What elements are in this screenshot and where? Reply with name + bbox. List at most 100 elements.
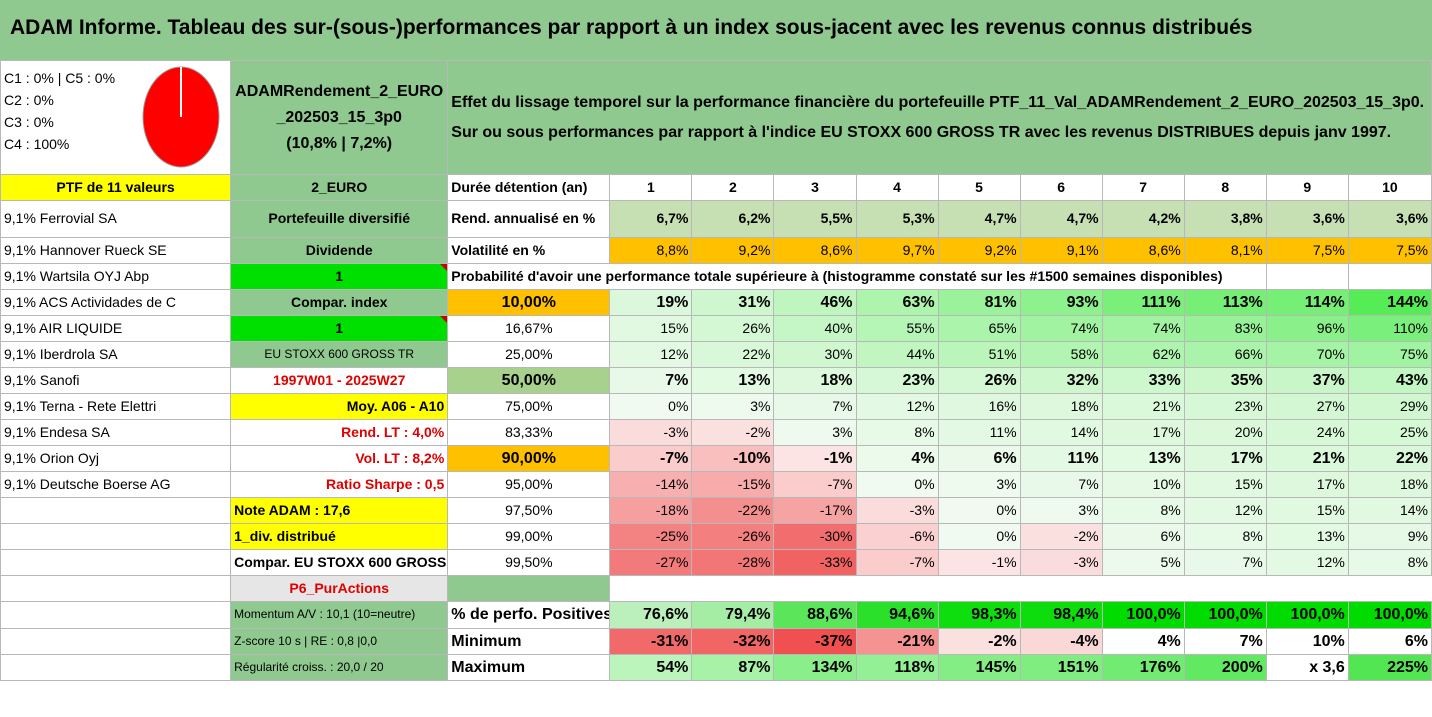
- index-name: EU STOXX 600 GROSS TR: [230, 341, 449, 368]
- probability-value: 55%: [855, 315, 939, 342]
- duration-label: Durée détention (an): [447, 174, 611, 201]
- probability-value: 66%: [1183, 341, 1267, 368]
- rend-value: 4,7%: [1019, 200, 1103, 238]
- probability-threshold: 99,50%: [447, 549, 611, 576]
- table-row: 9,1% AIR LIQUIDE 1 16,67% 15% 26% 40% 55% 65% 74…: [0, 315, 1432, 342]
- minimum-value: -31%: [609, 628, 693, 655]
- probability-value: 144%: [1347, 289, 1432, 316]
- probability-value: -33%: [773, 549, 857, 576]
- probability-value: 12%: [1265, 549, 1349, 576]
- maximum-value: 176%: [1101, 654, 1185, 681]
- probability-value: 13%: [691, 367, 775, 394]
- probability-value: -2%: [691, 419, 775, 446]
- rend-value: 5,5%: [773, 200, 857, 238]
- probability-value: -27%: [609, 549, 693, 576]
- probability-value: 81%: [937, 289, 1021, 316]
- rend-value: 6,7%: [609, 200, 693, 238]
- year-header: 1: [609, 174, 693, 201]
- probability-value: 7%: [1019, 471, 1103, 498]
- description-cell: Effet du lissage temporel sur la perform…: [447, 60, 1432, 175]
- minimum-value: -4%: [1019, 628, 1103, 655]
- minimum-value: 6%: [1347, 628, 1432, 655]
- vol-value: 8,6%: [1101, 237, 1185, 264]
- table-row: P6_PurActions: [0, 575, 1432, 602]
- probability-value: 17%: [1265, 471, 1349, 498]
- probability-value: 20%: [1183, 419, 1267, 446]
- probability-threshold: 75,00%: [447, 393, 611, 420]
- description-line1: Effet du lissage temporel sur la perform…: [451, 93, 1425, 111]
- p6-label: P6_PurActions: [230, 575, 449, 602]
- table-row: Momentum A/V : 10,1 (10=neutre)% de perf…: [0, 601, 1432, 629]
- maximum-value: 118%: [855, 654, 939, 681]
- probability-value: 5%: [1101, 549, 1185, 576]
- fund-name-line2: _202503_15_3p0: [276, 108, 402, 126]
- probability-value: 3%: [1019, 497, 1103, 524]
- probability-threshold: 90,00%: [447, 445, 611, 472]
- vol-value: 9,7%: [855, 237, 939, 264]
- probability-value: -14%: [609, 471, 693, 498]
- allocation-pie-chart: [142, 66, 220, 168]
- allocation-line: C1 : 0% | C5 : 0%: [4, 70, 116, 86]
- probability-value: -15%: [691, 471, 775, 498]
- probability-value: 7%: [1183, 549, 1267, 576]
- probability-value: 18%: [1019, 393, 1103, 420]
- empty-cell: [1266, 576, 1348, 602]
- rend-lt-label: Rend. LT : 4,0%: [230, 419, 449, 446]
- currency-label: 2_EURO: [230, 174, 449, 201]
- probability-value: 3%: [773, 419, 857, 446]
- note-adam-label: Note ADAM : 17,6: [230, 497, 449, 524]
- minimum-value: -2%: [937, 628, 1021, 655]
- probability-value: 17%: [1101, 419, 1185, 446]
- maximum-label: Maximum: [447, 654, 611, 681]
- holding-name: 9,1% Orion Oyj: [0, 445, 232, 472]
- probability-value: 63%: [855, 289, 939, 316]
- probability-value: -1%: [937, 549, 1021, 576]
- probability-value: 10%: [1101, 471, 1185, 498]
- probability-header: Probabilité d'avoir une performance tota…: [447, 263, 1267, 290]
- probability-value: 21%: [1265, 445, 1349, 472]
- zscore-label: Z-score 10 s | RE : 0,8 |0,0: [230, 628, 449, 655]
- probability-value: 30%: [773, 341, 857, 368]
- holding-name: 9,1% Hannover Rueck SE: [0, 237, 232, 264]
- rend-value: 5,3%: [855, 200, 939, 238]
- probability-value: 22%: [1347, 445, 1432, 472]
- allocation-line: C2 : 0%: [4, 92, 54, 108]
- probability-value: 15%: [1265, 497, 1349, 524]
- probability-value: 14%: [1347, 497, 1432, 524]
- probability-value: 74%: [1019, 315, 1103, 342]
- empty-cell: [1348, 576, 1431, 602]
- maximum-value: 145%: [937, 654, 1021, 681]
- probability-value: 31%: [691, 289, 775, 316]
- probability-value: 23%: [855, 367, 939, 394]
- probability-value: -6%: [855, 523, 939, 550]
- probability-threshold: 25,00%: [447, 341, 611, 368]
- probability-value: 113%: [1183, 289, 1267, 316]
- vol-value: 7,5%: [1347, 237, 1432, 264]
- year-header: 10: [1347, 174, 1432, 201]
- fund-name-line1: ADAMRendement_2_EURO: [235, 82, 444, 100]
- probability-value: -7%: [855, 549, 939, 576]
- probability-value: 18%: [1347, 471, 1432, 498]
- probability-value: 12%: [1183, 497, 1267, 524]
- probability-value: 27%: [1265, 393, 1349, 420]
- probability-value: 26%: [937, 367, 1021, 394]
- probability-value: 3%: [937, 471, 1021, 498]
- page-title: ADAM Informe. Tableau des sur-(sous-)per…: [10, 16, 1253, 39]
- probability-value: 24%: [1265, 419, 1349, 446]
- probability-threshold: 99,00%: [447, 523, 611, 550]
- table-row: Note ADAM : 17,6 97,50% -18% -22% -17% -3% 0% 3…: [0, 497, 1432, 524]
- probability-value: 12%: [855, 393, 939, 420]
- empty-cell: [1020, 576, 1102, 602]
- probability-value: 19%: [609, 289, 693, 316]
- probability-value: 11%: [1019, 445, 1103, 472]
- positives-value: 88,6%: [773, 601, 857, 629]
- probability-value: -3%: [855, 497, 939, 524]
- year-header: 8: [1183, 174, 1267, 201]
- probability-value: 110%: [1347, 315, 1432, 342]
- rend-value: 4,2%: [1101, 200, 1185, 238]
- vol-label: Volatilité en %: [447, 237, 611, 264]
- fund-name-cell: ADAMRendement_2_EURO _202503_15_3p0 (10,…: [230, 60, 449, 175]
- probability-value: 62%: [1101, 341, 1185, 368]
- description-line2: Sur ou sous performances par rapport à l…: [451, 123, 1392, 141]
- minimum-value: -21%: [855, 628, 939, 655]
